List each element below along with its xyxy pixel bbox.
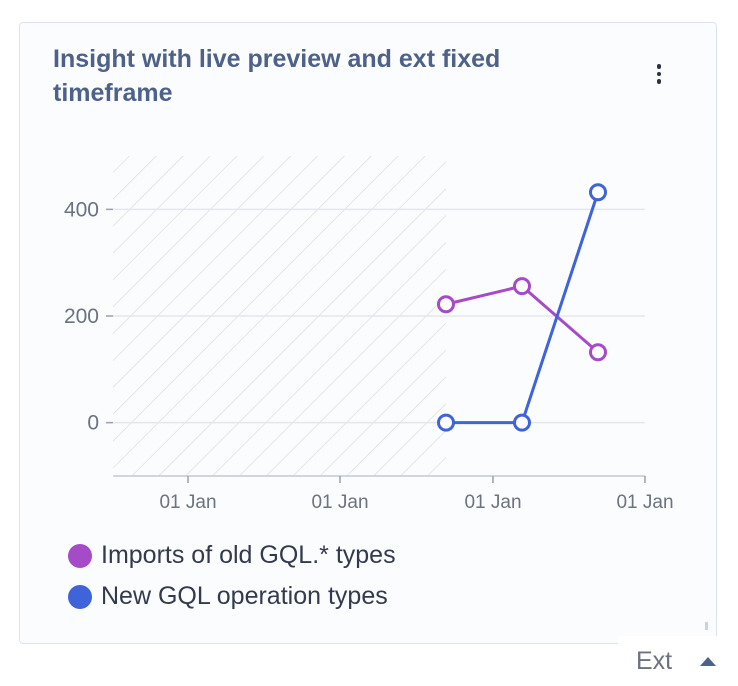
legend-item-new-gql-operations[interactable]: New GQL operation types — [68, 576, 396, 617]
kebab-menu-icon[interactable] — [644, 59, 674, 89]
axes: 0 200 400 01 Jan 01 Jan 01 Jan 01 Jan — [64, 198, 674, 513]
legend-swatch-icon — [68, 584, 92, 609]
y-tick-label: 400 — [64, 198, 99, 221]
series — [437, 183, 607, 432]
data-point — [589, 183, 607, 202]
y-tick-label: 0 — [87, 412, 99, 435]
ext-toggle-button[interactable]: Ext — [618, 636, 738, 686]
x-tick-label: 01 Jan — [616, 492, 673, 513]
data-point — [437, 413, 455, 432]
data-point — [589, 343, 607, 362]
card-title: Insight with live preview and ext fixed … — [53, 45, 501, 107]
line-chart: 0 200 400 01 Jan 01 Jan 01 Jan 01 Jan — [64, 156, 674, 513]
data-point — [513, 413, 531, 432]
legend-label: New GQL operation types — [101, 582, 388, 610]
ext-label: Ext — [636, 646, 673, 675]
chart-legend: Imports of old GQL.* types New GQL opera… — [68, 535, 396, 617]
legend-label: Imports of old GQL.* types — [101, 541, 396, 569]
legend-swatch-icon — [68, 543, 92, 568]
x-tick-label: 01 Jan — [311, 492, 368, 513]
caret-up-icon — [700, 656, 717, 666]
series-line-0 — [445, 284, 599, 354]
data-point — [437, 295, 455, 314]
data-point — [513, 277, 531, 296]
x-tick-label: 01 Jan — [159, 492, 216, 513]
legend-item-imports-old-gql[interactable]: Imports of old GQL.* types — [68, 535, 396, 576]
insight-card: Insight with live preview and ext fixed … — [19, 22, 717, 644]
grid — [113, 156, 645, 476]
y-tick-label: 200 — [64, 305, 99, 328]
series-line-1 — [446, 191, 600, 425]
x-tick-label: 01 Jan — [464, 492, 521, 513]
scroll-indicator — [705, 622, 708, 630]
